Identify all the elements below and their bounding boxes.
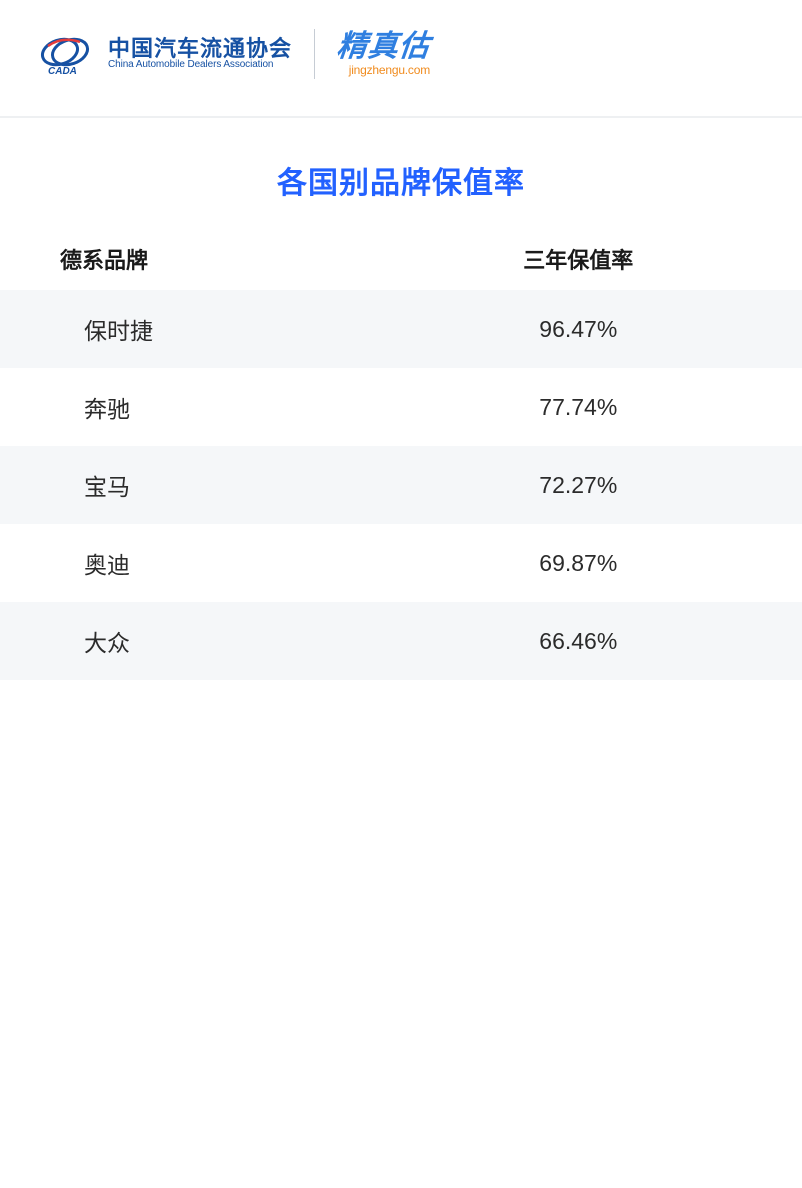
cada-name-cn: 中国汽车流通协会	[108, 37, 292, 60]
table-cell-rate: 96.47%	[415, 316, 742, 343]
table-cell-rate: 69.87%	[415, 550, 742, 577]
page-header: CADA 中国汽车流通协会 China Automobile Dealers A…	[0, 0, 802, 118]
table-header-row: 德系品牌 三年保值率	[0, 228, 802, 290]
page-title: 各国别品牌保值率	[0, 158, 802, 202]
table-cell-rate: 77.74%	[415, 394, 742, 421]
table-cell-brand: 奥迪	[60, 546, 415, 580]
table-cell-rate: 66.46%	[415, 628, 742, 655]
table-row: 宝马 72.27%	[0, 446, 802, 524]
cada-name-en: China Automobile Dealers Association	[108, 60, 292, 71]
table-row: 奥迪 69.87%	[0, 524, 802, 602]
table-header-brand: 德系品牌	[60, 243, 415, 275]
cada-abbr-text: CADA	[48, 66, 77, 76]
jzg-name-cn: 精真估	[335, 32, 431, 62]
cada-text-block: 中国汽车流通协会 China Automobile Dealers Associ…	[108, 37, 292, 71]
retention-table: 德系品牌 三年保值率 保时捷 96.47% 奔驰 77.74% 宝马 72.27…	[0, 228, 802, 680]
table-cell-brand: 奔驰	[60, 390, 415, 424]
table-cell-brand: 保时捷	[60, 312, 415, 346]
header-divider	[314, 29, 315, 79]
table-cell-brand: 宝马	[60, 468, 415, 502]
table-cell-rate: 72.27%	[415, 472, 742, 499]
table-row: 奔驰 77.74%	[0, 368, 802, 446]
cada-logo-icon: CADA	[40, 32, 96, 76]
table-row: 大众 66.46%	[0, 602, 802, 680]
jzg-name-en: jingzhengu.com	[349, 64, 430, 76]
table-header-rate: 三年保值率	[415, 243, 742, 275]
cada-logo: CADA 中国汽车流通协会 China Automobile Dealers A…	[40, 32, 292, 76]
table-cell-brand: 大众	[60, 624, 415, 658]
table-row: 保时捷 96.47%	[0, 290, 802, 368]
jzg-logo: 精真估 jingzhengu.com	[337, 32, 430, 76]
